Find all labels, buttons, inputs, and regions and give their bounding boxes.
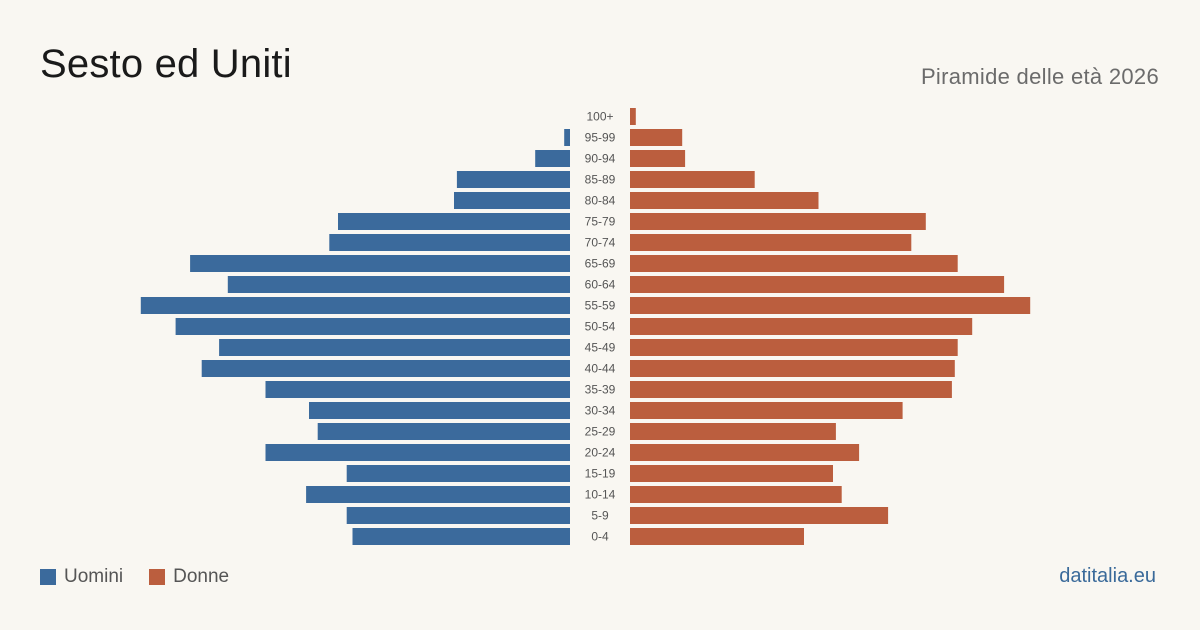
age-label-90-94: 90-94 bbox=[585, 152, 616, 166]
legend-label-men: Uomini bbox=[64, 566, 124, 587]
age-label-65-69: 65-69 bbox=[585, 257, 616, 271]
bar-women-85-89 bbox=[630, 171, 755, 188]
bar-women-30-34 bbox=[630, 402, 903, 419]
bar-women-5-9 bbox=[630, 507, 889, 524]
bar-men-15-19 bbox=[346, 465, 570, 482]
bar-women-40-44 bbox=[630, 360, 955, 377]
bar-women-55-59 bbox=[630, 297, 1031, 314]
bar-women-90-94 bbox=[630, 150, 686, 167]
bar-men-40-44 bbox=[201, 360, 570, 377]
bar-men-5-9 bbox=[346, 507, 570, 524]
bar-men-50-54 bbox=[175, 318, 570, 335]
age-label-95-99: 95-99 bbox=[585, 131, 616, 145]
bar-men-85-89 bbox=[456, 171, 570, 188]
bar-men-20-24 bbox=[265, 444, 570, 461]
bar-women-70-74 bbox=[630, 234, 912, 251]
age-label-70-74: 70-74 bbox=[585, 236, 616, 250]
age-label-25-29: 25-29 bbox=[585, 425, 616, 439]
bar-men-95-99 bbox=[564, 129, 570, 146]
bar-women-60-64 bbox=[630, 276, 1005, 293]
age-label-50-54: 50-54 bbox=[585, 320, 616, 334]
legend-item-men: Uomini bbox=[40, 566, 123, 588]
age-label-45-49: 45-49 bbox=[585, 341, 616, 355]
age-label-40-44: 40-44 bbox=[585, 362, 616, 376]
bar-women-0-4 bbox=[630, 528, 804, 545]
legend-label-women: Donne bbox=[173, 566, 230, 587]
bar-men-45-49 bbox=[219, 339, 570, 356]
age-label-60-64: 60-64 bbox=[585, 278, 616, 292]
age-label-35-39: 35-39 bbox=[585, 383, 616, 397]
bar-men-30-34 bbox=[309, 402, 570, 419]
bar-men-35-39 bbox=[265, 381, 570, 398]
bar-men-65-69 bbox=[190, 255, 570, 272]
age-label-55-59: 55-59 bbox=[585, 299, 616, 313]
bar-women-100plus bbox=[630, 108, 636, 125]
bar-women-65-69 bbox=[630, 255, 958, 272]
age-label-100plus: 100+ bbox=[586, 110, 613, 124]
bar-women-80-84 bbox=[630, 192, 819, 209]
bar-women-25-29 bbox=[630, 423, 836, 440]
age-label-30-34: 30-34 bbox=[585, 404, 616, 418]
bar-women-50-54 bbox=[630, 318, 973, 335]
age-label-75-79: 75-79 bbox=[585, 215, 616, 229]
bar-women-35-39 bbox=[630, 381, 952, 398]
bar-men-80-84 bbox=[454, 192, 570, 209]
bar-women-10-14 bbox=[630, 486, 842, 503]
bar-women-15-19 bbox=[630, 465, 833, 482]
legend-swatch-men bbox=[40, 569, 56, 585]
age-label-0-4: 0-4 bbox=[591, 530, 609, 544]
age-label-10-14: 10-14 bbox=[585, 488, 616, 502]
age-label-85-89: 85-89 bbox=[585, 173, 616, 187]
bar-women-20-24 bbox=[630, 444, 860, 461]
bar-men-75-79 bbox=[338, 213, 570, 230]
bar-women-75-79 bbox=[630, 213, 926, 230]
chart-subtitle: Piramide delle età 2026 bbox=[920, 64, 1159, 89]
legend: Uomini Donne bbox=[40, 566, 255, 588]
source-link[interactable]: datitalia.eu bbox=[1059, 565, 1156, 587]
bar-women-45-49 bbox=[630, 339, 958, 356]
legend-swatch-women bbox=[149, 569, 166, 585]
bar-men-10-14 bbox=[306, 486, 570, 503]
legend-item-women: Donne bbox=[149, 566, 229, 588]
bar-men-90-94 bbox=[535, 150, 570, 167]
age-label-80-84: 80-84 bbox=[585, 194, 616, 208]
age-label-5-9: 5-9 bbox=[591, 509, 609, 523]
bar-women-95-99 bbox=[630, 129, 683, 146]
bar-men-55-59 bbox=[140, 297, 571, 314]
age-label-15-19: 15-19 bbox=[585, 467, 616, 481]
age-label-20-24: 20-24 bbox=[585, 446, 616, 460]
bar-men-60-64 bbox=[227, 276, 571, 293]
chart-title: Sesto ed Uniti bbox=[40, 42, 292, 86]
bar-men-0-4 bbox=[352, 528, 570, 545]
bar-men-25-29 bbox=[317, 423, 570, 440]
bar-men-70-74 bbox=[329, 234, 570, 251]
